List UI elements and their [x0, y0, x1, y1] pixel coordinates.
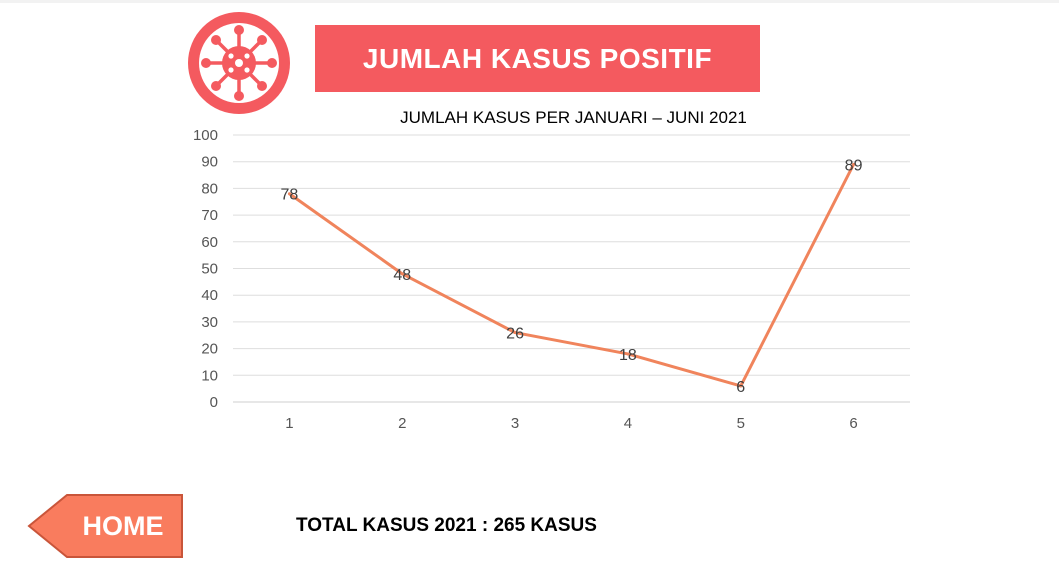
y-tick-label: 0: [210, 394, 218, 411]
data-label: 48: [393, 267, 411, 284]
y-tick-label: 40: [201, 287, 218, 304]
top-strip: [0, 0, 1059, 3]
home-button-label: HOME: [82, 510, 164, 541]
data-point: [400, 272, 404, 276]
chart-title: JUMLAH KASUS PER JANUARI – JUNI 2021: [400, 108, 747, 127]
home-button[interactable]: HOME: [27, 493, 185, 559]
y-tick-label: 10: [201, 367, 218, 384]
y-tick-label: 20: [201, 341, 218, 358]
x-tick-label: 5: [737, 415, 745, 432]
y-tick-label: 50: [201, 261, 218, 278]
title-banner: JUMLAH KASUS POSITIF: [315, 25, 760, 92]
virus-icon: [186, 10, 292, 116]
line-chart: JUMLAH KASUS PER JANUARI – JUNI 2021 0 10 2…: [193, 108, 910, 432]
page-title: JUMLAH KASUS POSITIF: [362, 42, 713, 74]
y-tick-label: 80: [201, 180, 218, 197]
data-label: 18: [619, 347, 637, 364]
data-point: [513, 331, 517, 335]
y-tick-label: 60: [201, 234, 218, 251]
data-label: 78: [281, 187, 299, 204]
x-tick-label: 2: [398, 415, 406, 432]
data-label: 6: [736, 379, 745, 396]
data-label: 26: [506, 326, 524, 343]
y-tick-label: 90: [201, 154, 218, 171]
y-tick-label: 30: [201, 314, 218, 331]
data-point: [287, 192, 291, 196]
y-tick-label: 100: [193, 127, 218, 144]
x-tick-label: 3: [511, 415, 519, 432]
data-label: 89: [845, 157, 863, 174]
x-tick-label: 6: [849, 415, 857, 432]
y-tick-label: 70: [201, 207, 218, 224]
data-point: [739, 384, 743, 388]
x-tick-label: 4: [624, 415, 632, 432]
x-tick-label: 1: [285, 415, 293, 432]
series-line: [288, 163, 855, 388]
total-cases-text: TOTAL KASUS 2021 : 265 KASUS: [296, 515, 597, 536]
data-point: [852, 162, 856, 166]
data-point: [626, 352, 630, 356]
